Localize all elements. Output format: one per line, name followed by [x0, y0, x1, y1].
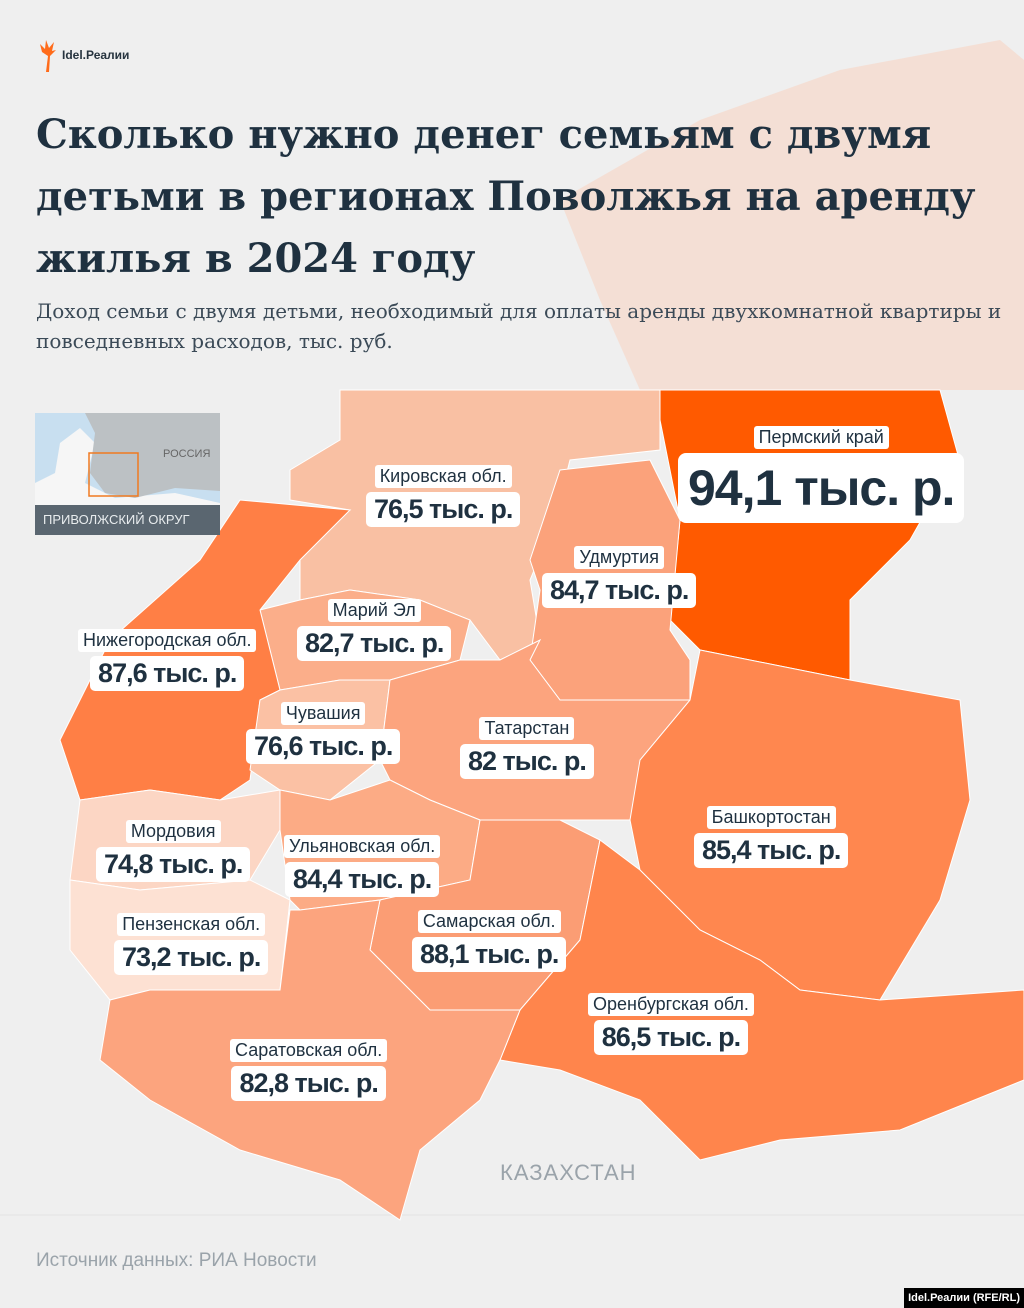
label-mordovia: Мордовия 74,8 тыс. р. [96, 820, 251, 882]
label-penza: Пензенская обл. 73,2 тыс. р. [114, 913, 269, 975]
label-bashkortostan: Башкортостан 85,4 тыс. р. [694, 806, 849, 868]
label-mari-el: Марий Эл 82,7 тыс. р. [297, 599, 452, 661]
label-samara: Самарская обл. 88,1 тыс. р. [412, 910, 567, 972]
label-kirov: Кировская обл. 76,5 тыс. р. [366, 465, 521, 527]
inset-caption: ПРИВОЛЖСКИЙ ОКРУГ [35, 505, 220, 535]
kazakhstan-label: КАЗАХСТАН [500, 1160, 637, 1185]
label-orenburg: Оренбургская обл. 86,5 тыс. р. [588, 993, 754, 1055]
logo: Idel.Реалии [38, 38, 129, 72]
logo-text: Idel.Реалии [62, 48, 130, 62]
inset-country-label: РОССИЯ [163, 448, 210, 460]
page-title: Сколько нужно денег семьям с двумя детьм… [36, 111, 976, 282]
label-ulyanovsk: Ульяновская обл. 84,4 тыс. р. [284, 835, 441, 897]
credit: Idel.Реалии (RFE/RL) [904, 1288, 1024, 1308]
label-perm: Пермский край 94,1 тыс. р. [678, 426, 965, 523]
label-nizhny: Нижегородская обл. 87,6 тыс. р. [78, 629, 257, 691]
label-chuvashia: Чувашия 76,6 тыс. р. [246, 702, 401, 764]
label-udmurtia: Удмуртия 84,7 тыс. р. [542, 546, 697, 608]
source-note: Источник данных: РИА Новости [36, 1250, 317, 1271]
label-saratov: Саратовская обл. 82,8 тыс. р. [230, 1039, 388, 1101]
russia-background-shape [560, 40, 1024, 390]
torch-logo-icon [40, 40, 56, 72]
label-tatarstan: Татарстан 82 тыс. р. [460, 717, 594, 779]
subtitle: Доход семьи с двумя детьми, необходимый … [36, 299, 1002, 353]
